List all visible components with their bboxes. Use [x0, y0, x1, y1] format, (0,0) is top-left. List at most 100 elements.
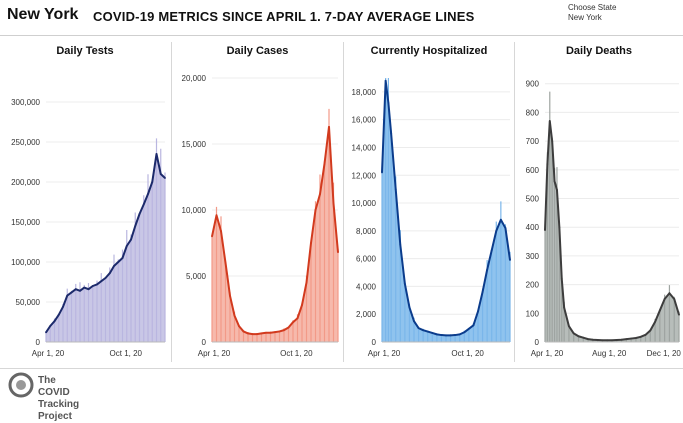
brand-line-1: The COVID	[38, 375, 70, 398]
currently-hospitalized-data-point	[394, 188, 397, 191]
panel-daily-tests: Daily Tests 0 50,000 100,000 150,000 200,000…	[0, 40, 170, 365]
daily-tests-data-point	[53, 320, 56, 323]
y-tick-label: 600	[526, 166, 540, 175]
panel-divider	[171, 42, 172, 362]
currently-hospitalized-data-point	[399, 243, 402, 246]
daily-deaths-data-point	[551, 140, 554, 143]
panel-daily-deaths: Daily Deaths 0 100 200 300 400 500 600 700 800 90…	[515, 40, 683, 365]
daily-deaths-data-point	[587, 338, 589, 341]
daily-cases-data-point	[220, 230, 222, 233]
daily-deaths-data-point	[556, 189, 558, 191]
state-chooser-value[interactable]: New York	[568, 13, 602, 22]
daily-deaths-data-point	[673, 298, 676, 300]
y-tick-label: 800	[526, 108, 540, 117]
currently-hospitalized-data-point	[403, 282, 406, 285]
x-tick-label: Oct 1, 20	[451, 349, 484, 358]
currently-hospitalized-data-point	[417, 327, 420, 330]
chart-daily-cases: 0 5,000 10,000 15,000 20,000 Apr 1, 20 Oct 1, …	[182, 74, 339, 358]
panel-title-daily-deaths: Daily Deaths	[565, 45, 633, 57]
x-tick-label: Apr 1, 20	[198, 349, 231, 358]
daily-deaths-data-point	[644, 333, 647, 336]
panel-currently-hospitalized: Currently Hospitalized 0 2,000 4,000 6,000 8…	[344, 40, 514, 365]
daily-tests-data-point	[138, 213, 141, 215]
daily-cases-data-point	[247, 332, 249, 335]
currently-hospitalized-data-point	[440, 334, 443, 336]
daily-deaths-data-point	[658, 309, 661, 312]
y-tick-label: 0	[202, 338, 207, 347]
daily-cases-data-point	[251, 333, 254, 335]
y-tick-label: 6,000	[356, 255, 377, 264]
daily-deaths-data-point	[606, 339, 609, 342]
daily-tests-data-point	[159, 173, 162, 175]
daily-cases-area	[212, 126, 338, 342]
daily-cases-data-point	[233, 314, 236, 317]
y-tick-label: 700	[526, 137, 540, 146]
daily-tests-data-point	[49, 325, 52, 327]
daily-cases-data-point	[287, 326, 290, 329]
currently-hospitalized-data-point	[384, 79, 387, 82]
chart-daily-tests: 0 50,000 100,000 150,000 200,000 250,000 300,0…	[11, 98, 166, 358]
daily-tests-data-point	[108, 272, 111, 275]
daily-deaths-data-point	[601, 339, 604, 342]
covid-tracking-logo-icon	[8, 372, 34, 398]
daily-tests-data-point	[100, 280, 103, 283]
y-tick-label: 0	[36, 338, 41, 347]
daily-cases-data-point	[310, 242, 312, 244]
state-name: New York	[7, 6, 79, 23]
y-tick-label: 300	[526, 252, 540, 261]
y-tick-label: 0	[372, 338, 377, 347]
daily-tests-data-point	[151, 181, 154, 183]
y-tick-label: 14,000	[352, 143, 377, 152]
page-title: COVID-19 METRICS SINCE APRIL 1. 7-DAY AV…	[93, 9, 475, 24]
y-tick-label: 15,000	[182, 140, 207, 149]
daily-cases-data-point	[224, 261, 227, 264]
y-tick-label: 16,000	[352, 116, 377, 125]
currently-hospitalized-data-point	[458, 333, 461, 336]
daily-cases-data-point	[305, 281, 308, 284]
x-tick-label: Oct 1, 20	[280, 349, 313, 358]
y-tick-label: 900	[526, 80, 540, 89]
daily-cases-data-point	[301, 304, 303, 306]
daily-tests-data-point	[117, 261, 120, 263]
state-chooser[interactable]: Choose State New York	[568, 3, 616, 23]
currently-hospitalized-data-point	[495, 229, 498, 232]
currently-hospitalized-data-point	[413, 320, 415, 323]
daily-tests-data-point	[70, 291, 73, 294]
y-tick-label: 250,000	[11, 138, 40, 147]
daily-cases-data-point	[319, 193, 321, 196]
daily-cases-data-point	[256, 333, 258, 335]
currently-hospitalized-data-point	[408, 306, 411, 309]
daily-tests-data-point	[57, 313, 60, 316]
brand-logo[interactable]: The COVID Tracking Project	[8, 372, 79, 422]
daily-deaths-data-point	[582, 336, 585, 339]
currently-hospitalized-data-point	[472, 324, 475, 327]
daily-deaths-data-point	[654, 321, 656, 323]
footer-divider	[0, 368, 683, 369]
daily-tests-data-point	[104, 277, 107, 279]
x-tick-label: Apr 1, 20	[32, 349, 65, 358]
daily-tests-data-point	[66, 294, 69, 297]
daily-tests-data-point	[79, 289, 81, 292]
daily-deaths-data-point	[591, 338, 594, 341]
daily-deaths-data-point	[663, 298, 666, 300]
currently-hospitalized-data-point	[387, 102, 390, 104]
header-divider	[0, 35, 683, 36]
x-tick-label: Dec 1, 20	[647, 349, 682, 358]
daily-tests-data-point	[130, 238, 132, 241]
panel-title-daily-cases: Daily Cases	[226, 45, 289, 57]
currently-hospitalized-area	[382, 80, 510, 343]
daily-cases-data-point	[238, 325, 240, 328]
x-tick-label: Aug 1, 20	[592, 349, 627, 358]
chart-currently-hospitalized: 0 2,000 4,000 6,000 8,000 10,000 12,000 14,000 1…	[352, 78, 511, 358]
currently-hospitalized-data-point	[477, 310, 479, 313]
daily-tests-data-point	[87, 288, 90, 291]
y-tick-label: 18,000	[352, 88, 377, 97]
currently-hospitalized-data-point	[390, 132, 393, 135]
x-tick-label: Apr 1, 20	[531, 349, 564, 358]
currently-hospitalized-data-point	[445, 334, 447, 337]
y-tick-label: 12,000	[352, 171, 377, 180]
y-tick-label: 10,000	[182, 206, 207, 215]
currently-hospitalized-data-point	[486, 268, 489, 271]
currently-hospitalized-data-point	[422, 329, 425, 332]
x-tick-label: Oct 1, 20	[110, 349, 143, 358]
